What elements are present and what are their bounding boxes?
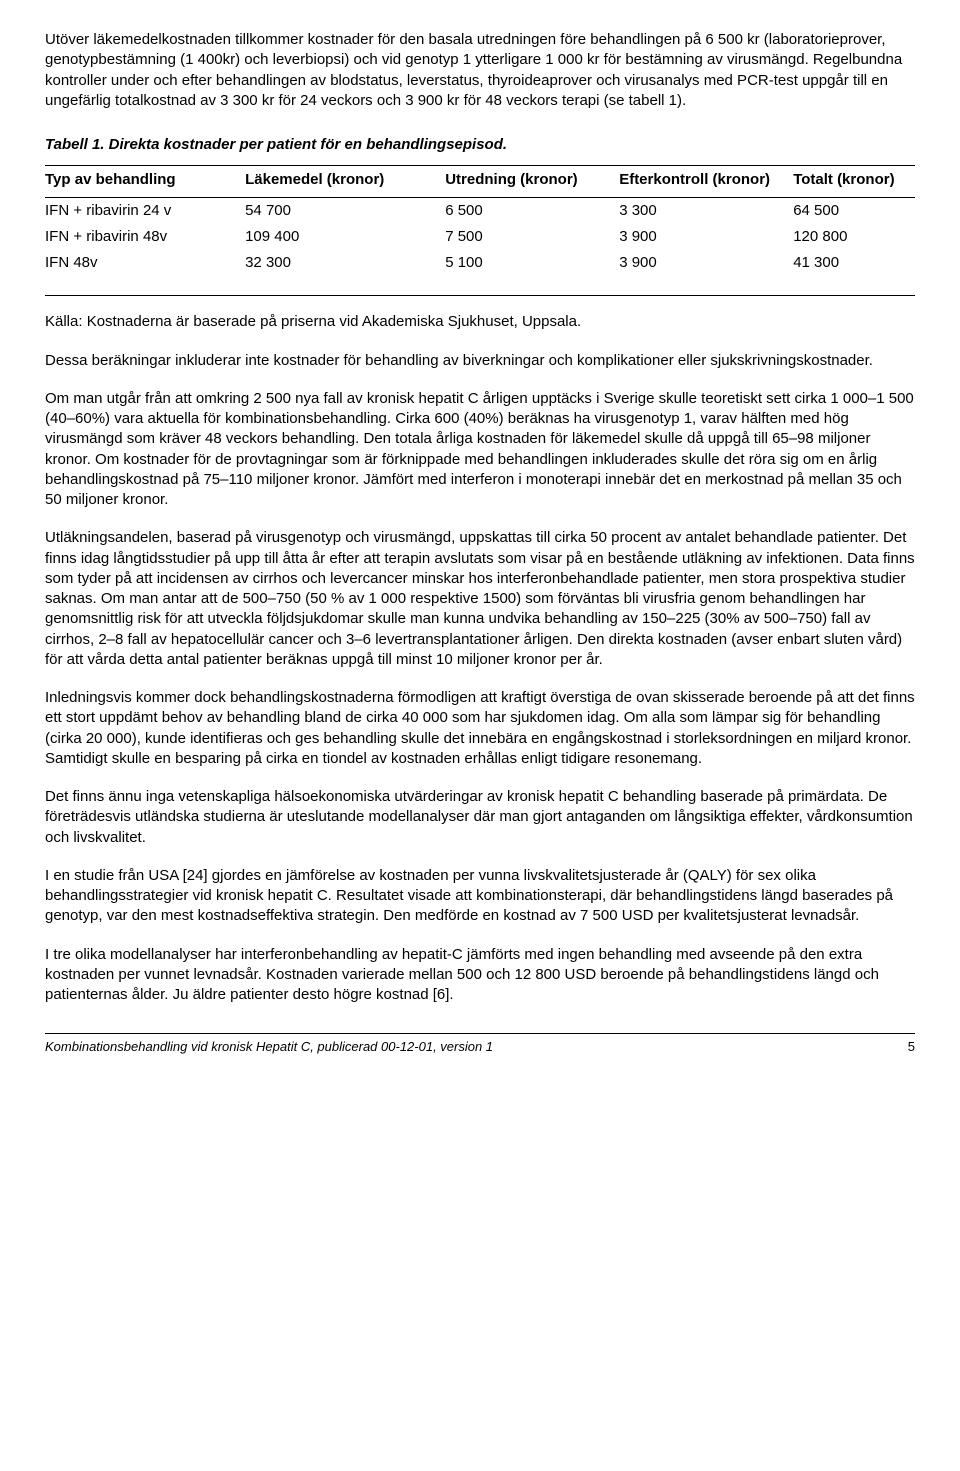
- cell-name: IFN 48v: [45, 250, 245, 281]
- table-bottom-rule: [45, 295, 915, 296]
- cell-tot: 41 300: [793, 250, 915, 281]
- col-header-type: Typ av behandling: [45, 166, 245, 197]
- cell-name: IFN + ribavirin 24 v: [45, 197, 245, 224]
- body-paragraph: Om man utgår från att omkring 2 500 nya …: [45, 389, 915, 511]
- body-paragraph: I tre olika modellanalyser har interfero…: [45, 945, 915, 1006]
- body-paragraph: Utläkningsandelen, baserad på virusgenot…: [45, 528, 915, 670]
- body-paragraph: Dessa beräkningar inkluderar inte kostna…: [45, 351, 915, 371]
- cell-utr: 6 500: [445, 197, 619, 224]
- intro-paragraph: Utöver läkemedelkostnaden tillkommer kos…: [45, 30, 915, 111]
- cost-table: Typ av behandling Läkemedel (kronor) Utr…: [45, 165, 915, 281]
- cell-eft: 3 300: [619, 197, 793, 224]
- table-row: IFN 48v 32 300 5 100 3 900 41 300: [45, 250, 915, 281]
- table-row: IFN + ribavirin 48v 109 400 7 500 3 900 …: [45, 224, 915, 250]
- cell-med: 54 700: [245, 197, 445, 224]
- cell-eft: 3 900: [619, 250, 793, 281]
- table-source: Källa: Kostnaderna är baserade på priser…: [45, 312, 915, 332]
- col-header-utr: Utredning (kronor): [445, 166, 619, 197]
- table-title: Tabell 1. Direkta kostnader per patient …: [45, 135, 915, 155]
- cell-med: 32 300: [245, 250, 445, 281]
- cell-name: IFN + ribavirin 48v: [45, 224, 245, 250]
- table-header-row: Typ av behandling Läkemedel (kronor) Utr…: [45, 166, 915, 197]
- cell-tot: 64 500: [793, 197, 915, 224]
- cell-utr: 7 500: [445, 224, 619, 250]
- cell-utr: 5 100: [445, 250, 619, 281]
- footer-title: Kombinationsbehandling vid kronisk Hepat…: [45, 1038, 493, 1056]
- table-row: IFN + ribavirin 24 v 54 700 6 500 3 300 …: [45, 197, 915, 224]
- body-paragraph: I en studie från USA [24] gjordes en jäm…: [45, 866, 915, 927]
- cell-eft: 3 900: [619, 224, 793, 250]
- cell-med: 109 400: [245, 224, 445, 250]
- footer-page-number: 5: [908, 1038, 915, 1056]
- cell-tot: 120 800: [793, 224, 915, 250]
- body-paragraph: Det finns ännu inga vetenskapliga hälsoe…: [45, 787, 915, 848]
- col-header-tot: Totalt (kronor): [793, 166, 915, 197]
- col-header-eft: Efterkontroll (kronor): [619, 166, 793, 197]
- page-footer: Kombinationsbehandling vid kronisk Hepat…: [45, 1033, 915, 1056]
- col-header-med: Läkemedel (kronor): [245, 166, 445, 197]
- body-paragraph: Inledningsvis kommer dock behandlingskos…: [45, 688, 915, 769]
